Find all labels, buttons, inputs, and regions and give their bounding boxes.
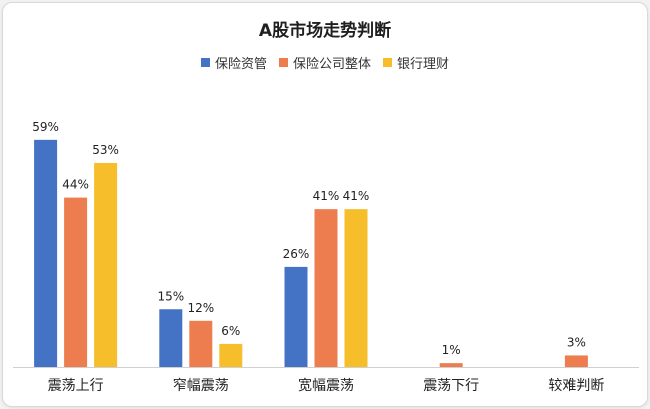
- data-label-1-1: 12%: [187, 301, 214, 315]
- data-label-2-0: 26%: [283, 247, 310, 261]
- legend-swatch-2: [383, 58, 392, 67]
- legend-item-2: 银行理财: [383, 53, 449, 72]
- data-label-0-0: 59%: [32, 120, 59, 134]
- bar-plot: 59% 44% 53% 震荡上行 15%12% 6% 窄幅震荡 26% 41% 41% 宽幅震荡 1%…: [13, 120, 639, 394]
- data-label-0-2: 53%: [92, 143, 119, 157]
- legend-label-1: 保险公司整体: [292, 57, 371, 72]
- data-label-2-2: 41%: [343, 189, 370, 203]
- data-label-2-1: 41%: [313, 189, 340, 203]
- bar-1-2: [219, 343, 243, 367]
- data-label-3-1: 1%: [442, 343, 461, 357]
- legend-item-0: 保险资管: [200, 53, 267, 72]
- bar-1-1: [189, 320, 213, 367]
- category-label-2: 宽幅震荡: [298, 377, 354, 394]
- legend-label-2: 银行理财: [397, 57, 450, 72]
- chart-title: A股市场走势判断: [258, 21, 392, 41]
- data-label-1-2: 6%: [221, 324, 240, 338]
- legend-label-0: 保险资管: [214, 57, 267, 72]
- category-label-3: 震荡下行: [423, 378, 479, 394]
- bar-3-1: [439, 363, 463, 367]
- category-label-1: 窄幅震荡: [173, 377, 229, 394]
- bar-0-0: [34, 139, 58, 367]
- bar-2-0: [284, 266, 308, 367]
- category-label-4: 较难判断: [548, 378, 604, 394]
- bar-1-0: [159, 309, 183, 367]
- legend-swatch-0: [200, 58, 210, 67]
- bar-0-1: [64, 197, 88, 367]
- category-label-0: 震荡上行: [48, 378, 104, 394]
- data-label-1-0: 15%: [157, 289, 184, 303]
- data-label-0-1: 44%: [62, 178, 89, 192]
- legend-swatch-1: [278, 58, 288, 67]
- chart-legend: 保险资管 保险公司整体 银行理财: [3, 53, 647, 72]
- bar-0-2: [94, 162, 118, 367]
- bar-2-2: [344, 209, 368, 367]
- data-label-4-1: 3%: [567, 335, 586, 349]
- bar-2-1: [314, 209, 338, 367]
- bar-4-1: [564, 355, 588, 367]
- legend-item-1: 保险公司整体: [278, 53, 371, 72]
